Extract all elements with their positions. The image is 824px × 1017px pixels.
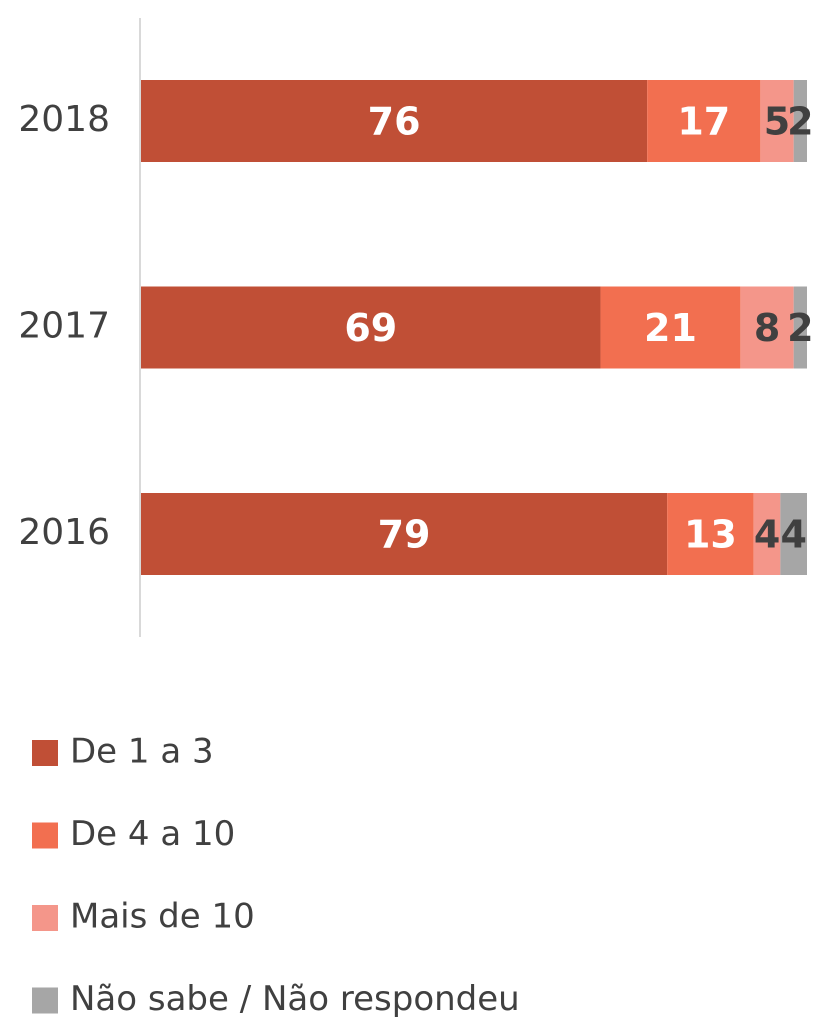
data-label: 4	[754, 513, 780, 557]
data-label: 5	[764, 100, 790, 144]
legend-swatch	[32, 987, 58, 1014]
legend-swatch	[32, 822, 58, 849]
bar-segment	[780, 493, 807, 575]
bar-segment	[740, 286, 794, 369]
data-label: 8	[754, 306, 780, 350]
bar-segment	[793, 286, 807, 369]
bar-segment	[141, 493, 668, 575]
data-label: 76	[368, 100, 421, 144]
y-tick-label: 2018	[18, 99, 110, 140]
data-label: 21	[644, 306, 697, 350]
legend-swatch	[32, 905, 58, 931]
bar-segment	[793, 80, 807, 162]
legend-label: De 1 a 3	[70, 732, 214, 772]
y-tick-label: 2017	[18, 306, 110, 347]
data-label: 4	[780, 513, 806, 557]
y-tick-label: 2016	[18, 512, 110, 553]
bar-segment	[141, 286, 601, 369]
data-label: 69	[344, 306, 397, 350]
data-label: 2	[787, 100, 813, 144]
bar-segment	[667, 493, 754, 575]
bar-segment	[760, 80, 794, 162]
data-label: 2	[787, 306, 813, 350]
data-label: 79	[378, 513, 431, 557]
data-label: 17	[677, 100, 730, 144]
legend-label: Mais de 10	[70, 897, 255, 937]
legend-label: De 4 a 10	[70, 814, 235, 854]
legend-swatch	[32, 740, 58, 766]
bar-segment	[753, 493, 781, 575]
data-label: 13	[684, 513, 737, 557]
bar-segment	[141, 80, 648, 162]
legend-label: Não sabe / Não respondeu	[70, 979, 520, 1017]
bar-segment	[600, 286, 741, 369]
bar-segment	[647, 80, 761, 162]
